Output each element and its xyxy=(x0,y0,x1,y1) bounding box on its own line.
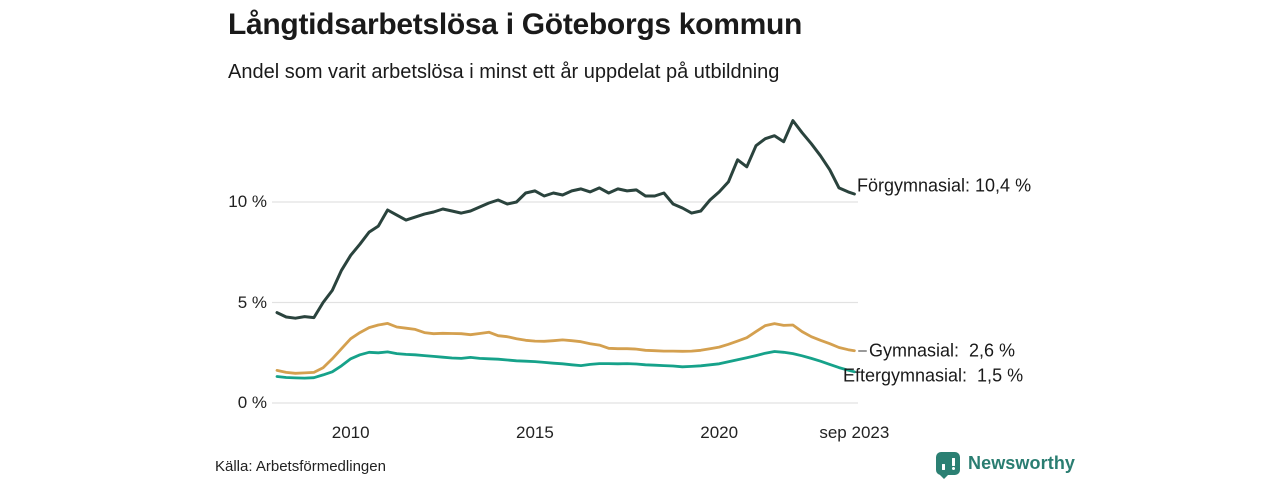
y-axis-tick: 0 % xyxy=(237,393,267,412)
series-line-gymnasial xyxy=(275,321,856,375)
exclamation-icon xyxy=(951,458,955,470)
source-note: Källa: Arbetsförmedlingen xyxy=(215,458,386,475)
x-axis-tick: 2020 xyxy=(700,423,739,442)
series-line-förgymnasial xyxy=(275,119,856,320)
series-line-eftergymnasial xyxy=(275,350,856,380)
y-axis-tick: 5 % xyxy=(237,292,267,312)
newsworthy-badge-icon xyxy=(936,452,960,479)
bar-icon xyxy=(941,464,945,470)
newsworthy-logo: Newsworthy xyxy=(936,452,1076,479)
label-connector-dash xyxy=(858,349,867,352)
series-end-label-eftergymnasial: Eftergymnasial: 1,5 % xyxy=(843,365,1024,386)
brand-name: Newsworthy xyxy=(968,453,1076,473)
x-axis-tick: 2015 xyxy=(516,423,554,442)
series-end-label-gymnasial: Gymnasial: 2,6 % xyxy=(869,340,1016,361)
x-axis-tick: 2010 xyxy=(331,423,370,442)
x-axis-tick: sep 2023 xyxy=(819,423,890,442)
page-subtitle: Andel som varit arbetslösa i minst ett å… xyxy=(228,61,780,83)
series-end-label-förgymnasial: Förgymnasial: 10,4 % xyxy=(857,175,1032,196)
page-title: Långtidsarbetslösa i Göteborgs kommun xyxy=(228,8,802,41)
y-axis-tick: 10 % xyxy=(228,192,267,211)
